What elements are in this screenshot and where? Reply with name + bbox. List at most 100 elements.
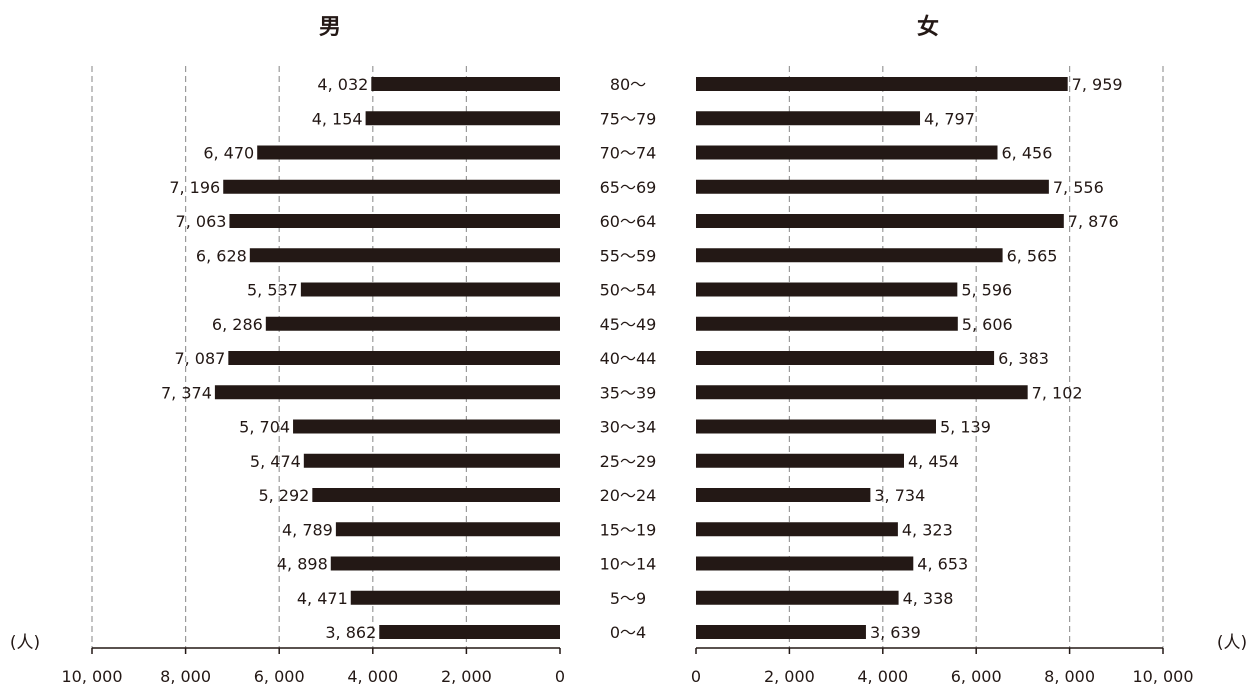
age-group-label: 65～69 bbox=[600, 178, 657, 197]
female-bar bbox=[696, 145, 998, 160]
age-group-label: 70～74 bbox=[600, 144, 657, 163]
female-value-label: 7, 102 bbox=[1032, 383, 1083, 402]
female-bar bbox=[696, 282, 958, 297]
male-bar bbox=[365, 111, 560, 126]
age-group-label: 40～44 bbox=[600, 349, 657, 368]
male-value-label: 7, 063 bbox=[176, 212, 227, 231]
left-tick-label: 0 bbox=[555, 667, 565, 686]
age-group-label: 35～39 bbox=[600, 383, 657, 402]
axes: 10, 000 8, 000 6, 000 4, 000 2, 000 0 0 2, 000 4… bbox=[61, 647, 1194, 686]
female-bar bbox=[696, 179, 1049, 194]
male-bar bbox=[293, 419, 560, 434]
female-value-label: 5, 139 bbox=[940, 418, 991, 437]
female-bar bbox=[696, 453, 905, 468]
bars bbox=[214, 77, 1068, 639]
male-value-label: 6, 286 bbox=[212, 315, 263, 334]
male-bar bbox=[330, 556, 560, 571]
male-value-label: 7, 374 bbox=[161, 383, 212, 402]
age-group-label: 5～9 bbox=[610, 589, 646, 608]
male-bar bbox=[223, 179, 560, 194]
female-value-label: 3, 734 bbox=[874, 486, 925, 505]
male-bar bbox=[249, 248, 560, 263]
female-panel-title: 女 bbox=[917, 14, 939, 40]
male-value-label: 7, 196 bbox=[169, 178, 220, 197]
female-bar bbox=[696, 351, 995, 365]
female-bar bbox=[696, 556, 914, 571]
right-tick-label: 0 bbox=[691, 667, 701, 686]
female-value-label: 5, 606 bbox=[962, 315, 1013, 334]
male-bar bbox=[214, 385, 561, 400]
age-group-label: 50～54 bbox=[600, 281, 657, 300]
male-bar bbox=[228, 351, 560, 365]
female-value-label: 4, 454 bbox=[908, 452, 959, 471]
male-bar bbox=[265, 316, 560, 331]
female-value-label: 4, 653 bbox=[917, 555, 968, 574]
male-bar bbox=[300, 282, 560, 297]
age-group-label: 55～59 bbox=[600, 246, 657, 265]
male-bar bbox=[312, 488, 560, 502]
male-value-label: 5, 704 bbox=[239, 418, 290, 437]
male-bar bbox=[335, 522, 560, 537]
female-value-label: 7, 959 bbox=[1072, 75, 1123, 94]
right-unit-label: (人) bbox=[1217, 633, 1247, 653]
male-panel-title: 男 bbox=[319, 15, 341, 40]
male-value-label: 5, 474 bbox=[250, 452, 301, 471]
female-bar bbox=[696, 111, 921, 126]
age-group-label: 75～79 bbox=[600, 109, 657, 128]
female-value-label: 6, 383 bbox=[998, 349, 1049, 368]
female-bar bbox=[696, 248, 1003, 263]
female-value-label: 3, 639 bbox=[870, 623, 921, 642]
age-group-label: 25～29 bbox=[600, 452, 657, 471]
right-tick-label: 8, 000 bbox=[1044, 667, 1095, 686]
male-value-label: 4, 032 bbox=[317, 75, 368, 94]
age-group-label: 20～24 bbox=[600, 486, 657, 505]
female-value-label: 4, 323 bbox=[902, 520, 953, 539]
male-bar bbox=[350, 590, 560, 605]
male-value-label: 5, 537 bbox=[247, 281, 298, 300]
age-group-label: 10～14 bbox=[600, 555, 657, 574]
female-value-label: 6, 456 bbox=[1001, 144, 1052, 163]
male-value-label: 4, 154 bbox=[312, 109, 363, 128]
female-bar bbox=[696, 214, 1064, 228]
right-tick-label: 2, 000 bbox=[764, 667, 815, 686]
left-tick-label: 10, 000 bbox=[61, 667, 122, 686]
female-value-label: 7, 876 bbox=[1068, 212, 1119, 231]
female-bar bbox=[696, 385, 1028, 400]
male-bar bbox=[229, 214, 560, 228]
female-value-label: 6, 565 bbox=[1007, 246, 1058, 265]
female-bar bbox=[696, 590, 899, 605]
female-value-label: 5, 596 bbox=[961, 281, 1012, 300]
female-bar bbox=[696, 488, 871, 502]
female-value-label: 4, 338 bbox=[903, 589, 954, 608]
female-value-label: 7, 556 bbox=[1053, 178, 1104, 197]
right-tick-label: 10, 000 bbox=[1132, 667, 1193, 686]
male-bar bbox=[257, 145, 560, 160]
age-group-label: 45～49 bbox=[600, 315, 657, 334]
left-unit-label: (人) bbox=[10, 633, 40, 653]
male-bar bbox=[379, 625, 560, 639]
right-tick-label: 6, 000 bbox=[951, 667, 1002, 686]
left-tick-label: 6, 000 bbox=[254, 667, 305, 686]
age-group-label: 0～4 bbox=[610, 623, 646, 642]
male-value-label: 6, 470 bbox=[203, 144, 254, 163]
female-bar bbox=[696, 77, 1068, 91]
age-group-label: 15～19 bbox=[600, 520, 657, 539]
male-value-label: 4, 898 bbox=[277, 555, 328, 574]
male-value-label: 5, 292 bbox=[258, 486, 309, 505]
age-group-label: 30～34 bbox=[600, 418, 657, 437]
right-tick-label: 4, 000 bbox=[857, 667, 908, 686]
female-bar bbox=[696, 316, 958, 331]
male-value-label: 4, 471 bbox=[297, 589, 348, 608]
male-bar bbox=[303, 453, 560, 468]
female-value-label: 4, 797 bbox=[924, 109, 975, 128]
male-value-label: 3, 862 bbox=[325, 623, 376, 642]
left-tick-label: 2, 000 bbox=[441, 667, 492, 686]
age-group-label: 80～ bbox=[610, 75, 646, 94]
female-bar bbox=[696, 522, 898, 537]
value-labels: 4, 032 7, 959 80～ 4, 154 4, 797 75～79 6, 470 6,… bbox=[161, 75, 1123, 642]
male-value-label: 7, 087 bbox=[174, 349, 225, 368]
male-value-label: 4, 789 bbox=[282, 520, 333, 539]
age-group-label: 60～64 bbox=[600, 212, 657, 231]
left-tick-label: 8, 000 bbox=[160, 667, 211, 686]
